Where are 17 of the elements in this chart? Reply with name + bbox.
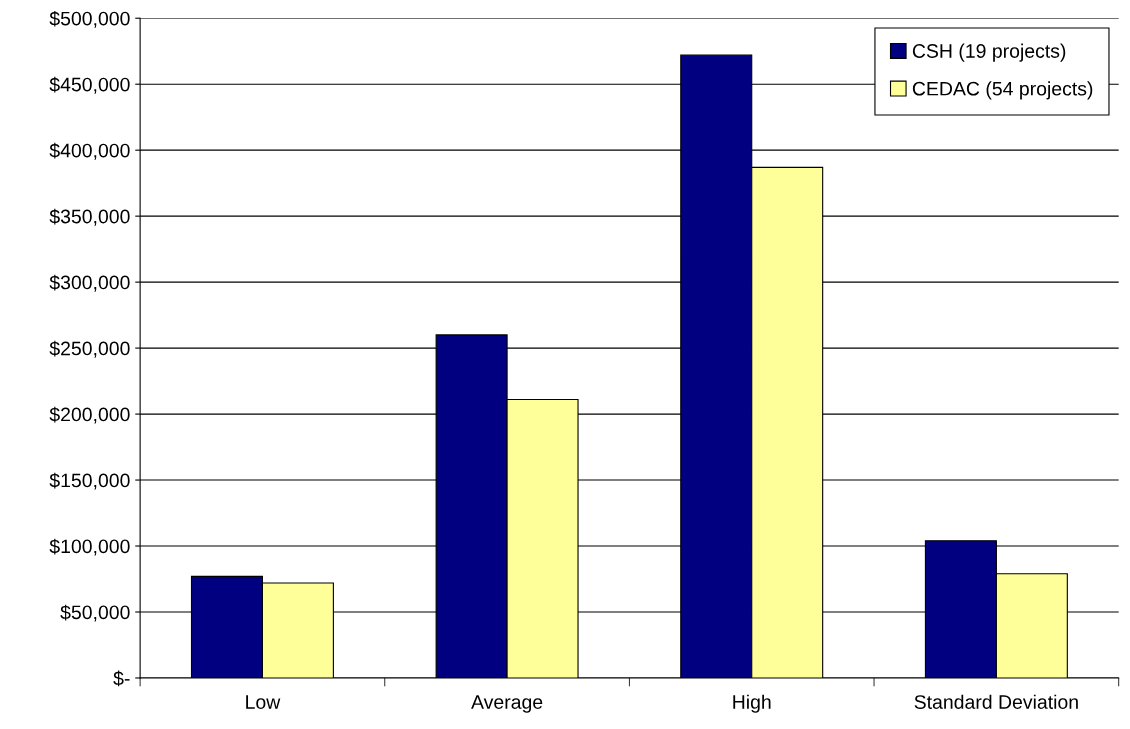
y-tick-label: $300,000 <box>49 274 130 292</box>
x-tick-label: Average <box>471 695 543 713</box>
y-tick-label: $100,000 <box>49 538 130 556</box>
legend-label: CSH (19 projects) <box>912 43 1066 62</box>
y-tick-label: $250,000 <box>49 340 130 358</box>
legend-label: CEDAC (54 projects) <box>912 81 1093 100</box>
y-tick-label: $350,000 <box>49 208 130 226</box>
y-tick-label: $50,000 <box>60 604 130 622</box>
y-tick-label: $450,000 <box>49 76 130 94</box>
y-tick-label: $- <box>113 670 130 687</box>
y-tick-label: $500,000 <box>49 10 130 28</box>
x-tick-label: High <box>733 694 771 713</box>
x-tick-label: Low <box>246 695 281 709</box>
y-tick-label: $150,000 <box>49 472 130 490</box>
x-tick-label: Standard Deviation <box>914 694 1078 709</box>
y-tick-label: $200,000 <box>49 406 130 424</box>
y-tick-label: $400,000 <box>49 142 130 160</box>
